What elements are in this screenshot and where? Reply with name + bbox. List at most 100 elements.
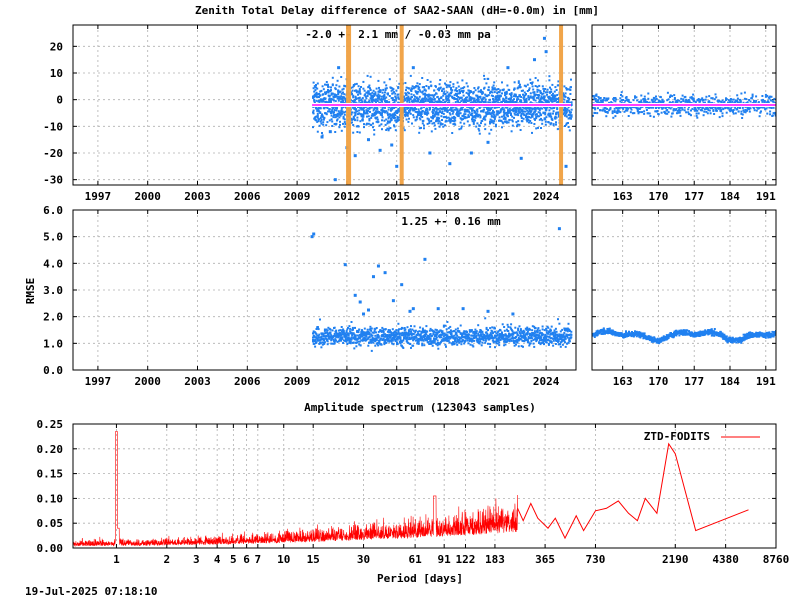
ztd-point <box>464 113 466 115</box>
rmse-point <box>334 342 336 344</box>
ztd-point <box>535 116 537 118</box>
ztd-point <box>317 109 319 111</box>
rmse-point <box>397 323 399 325</box>
rmse-point <box>351 337 353 339</box>
ztd-zoom-point <box>610 108 612 110</box>
ztd-point <box>393 99 395 101</box>
rmse-point <box>351 339 353 341</box>
ztd-zoom-point <box>667 92 669 94</box>
ztd-point <box>548 79 550 81</box>
ztd-point <box>455 87 457 89</box>
x-tick-label: 184 <box>720 190 740 203</box>
ztd-point <box>406 87 408 89</box>
rmse-point <box>412 345 414 347</box>
ztd-point <box>382 116 384 118</box>
rmse-point <box>494 346 496 348</box>
ztd-zoom-point <box>645 99 647 101</box>
ztd-zoom-point <box>726 98 728 100</box>
rmse-point <box>530 340 532 342</box>
ztd-point <box>321 132 323 134</box>
ztd-point <box>429 108 431 110</box>
ztd-zoom-point <box>673 94 675 96</box>
ztd-point <box>482 111 484 113</box>
ztd-point <box>491 116 493 118</box>
ztd-zoom-point <box>682 98 684 100</box>
ztd-point <box>454 124 456 126</box>
ztd-zoom-point <box>627 108 629 110</box>
rmse-point <box>397 343 399 345</box>
rmse-annotation: 1.25 +- 0.16 mm <box>401 215 501 228</box>
ztd-zoom-points <box>592 91 777 119</box>
ztd-point <box>493 100 495 102</box>
rmse-point <box>530 342 532 344</box>
ztd-zoom-point <box>599 109 601 111</box>
ztd-point <box>338 116 340 118</box>
ztd-zoom-point <box>715 93 717 95</box>
rmse-point <box>372 335 374 337</box>
ztd-point <box>511 130 513 132</box>
ztd-zoom-point <box>761 95 763 97</box>
rmse-point <box>358 329 360 331</box>
ztd-zoom-point <box>728 107 730 109</box>
rmse-point <box>317 326 319 328</box>
x-tick-label: 2000 <box>134 375 161 388</box>
rmse-point <box>514 327 516 329</box>
ztd-point <box>369 111 371 113</box>
ztd-point <box>532 89 534 91</box>
ztd-point <box>521 113 523 115</box>
ztd-point <box>506 107 508 109</box>
ztd-point <box>456 90 458 92</box>
ztd-point <box>529 87 531 89</box>
rmse-point <box>484 317 486 319</box>
ztd-zoom-point <box>746 110 748 112</box>
ztd-point <box>466 92 468 94</box>
ztd-point <box>538 115 540 117</box>
ztd-point <box>461 109 463 111</box>
rmse-point <box>470 344 472 346</box>
ztd-point <box>329 108 331 110</box>
ztd-point <box>425 85 427 87</box>
ztd-point <box>473 123 475 125</box>
ztd-point <box>545 109 547 111</box>
rmse-point <box>393 343 395 345</box>
ztd-point <box>499 99 501 101</box>
ztd-point <box>440 115 442 117</box>
ztd-zoom-point <box>755 100 757 102</box>
rmse-point <box>381 344 383 346</box>
x-tick-label: 2000 <box>134 190 161 203</box>
rmse-point <box>547 327 549 329</box>
ztd-point <box>367 75 369 77</box>
rmse-point <box>533 346 535 348</box>
x-tick-label: 2009 <box>284 375 311 388</box>
rmse-point <box>535 327 537 329</box>
rmse-point <box>407 336 409 338</box>
ztd-point <box>404 129 406 131</box>
y-tick-label: 5.0 <box>43 231 63 244</box>
rmse-point <box>437 348 439 350</box>
ztd-point <box>475 89 477 91</box>
ztd-zoom-point <box>621 95 623 97</box>
ztd-point <box>511 94 513 96</box>
ztd-point <box>380 96 382 98</box>
ztd-point <box>526 98 528 100</box>
ztd-point <box>427 112 429 114</box>
ztd-point <box>334 96 336 98</box>
ztd-point <box>463 95 465 97</box>
ztd-zoom-point <box>707 107 709 109</box>
ztd-point <box>440 97 442 99</box>
ztd-zoom-point <box>672 112 674 114</box>
ztd-zoom-point <box>722 115 724 117</box>
ztd-zoom-point <box>773 98 775 100</box>
ztd-point <box>461 126 463 128</box>
ztd-point <box>479 115 481 117</box>
rmse-point <box>492 332 494 334</box>
ztd-zoom-point <box>656 110 658 112</box>
ztd-zoom-point <box>670 116 672 118</box>
ztd-point <box>320 119 322 121</box>
ztd-point <box>571 109 573 111</box>
ztd-point <box>420 127 422 129</box>
ztd-point <box>373 108 375 110</box>
rmse-point <box>374 345 376 347</box>
ztd-point <box>415 85 417 87</box>
ztd-zoom-point <box>758 101 760 103</box>
